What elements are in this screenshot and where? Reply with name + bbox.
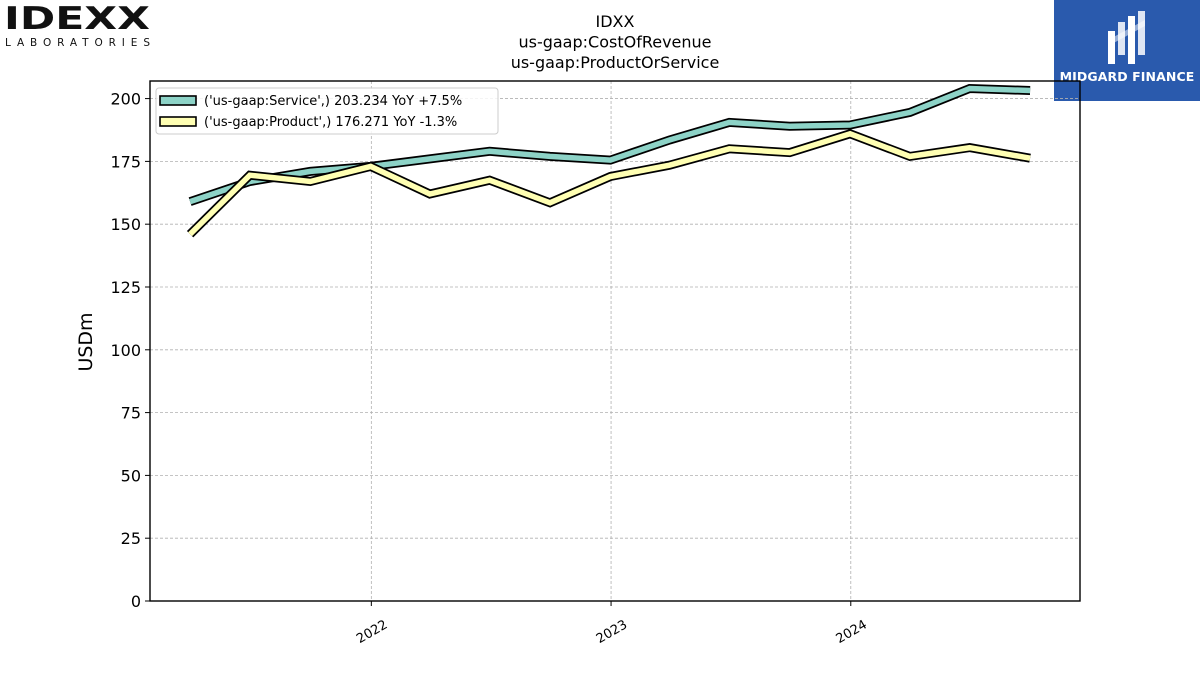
midgard-emblem-icon bbox=[1108, 11, 1145, 64]
legend-swatch bbox=[159, 116, 197, 127]
y-tick-label: 175 bbox=[110, 152, 141, 171]
idexx-logo: IDEXX LABORATORIES bbox=[4, 4, 150, 49]
legend-label: ('us-gaap:Service',) 203.234 YoY +7.5% bbox=[204, 94, 462, 109]
idexx-logo-name: IDEXX bbox=[4, 4, 150, 37]
midgard-finance-logo: MIDGARD FINANCE bbox=[1054, 0, 1200, 101]
y-tick-label: 150 bbox=[110, 215, 141, 234]
y-axis: 0 25 50 75 100 125 150 175 200 bbox=[110, 90, 150, 611]
plot-frame bbox=[149, 80, 1081, 602]
series-line bbox=[188, 130, 1031, 237]
y-tick-label: 25 bbox=[121, 529, 141, 548]
chart-title: IDXX us-gaap:CostOfRevenueus-gaap:Product… bbox=[511, 12, 720, 72]
y-tick-label: 100 bbox=[110, 341, 141, 360]
y-tick-label: 125 bbox=[110, 278, 141, 297]
y-tick-label: 0 bbox=[131, 592, 141, 611]
y-tick-label: 50 bbox=[121, 466, 141, 485]
y-axis-label: USDm bbox=[75, 312, 97, 371]
series-lines bbox=[186, 83, 1031, 238]
series-line bbox=[189, 85, 1031, 205]
series-line-outline bbox=[186, 129, 1031, 238]
x-tick-label: 2023 bbox=[594, 617, 630, 647]
legend-label: ('us-gaap:Product',) 176.271 YoY -1.3% bbox=[204, 115, 457, 130]
x-tick-label: 2024 bbox=[834, 617, 870, 647]
chart-title-line: IDXX bbox=[596, 12, 635, 31]
chart-title-line: us-gaap:CostOfRevenue bbox=[518, 33, 711, 52]
x-tick-label: 2022 bbox=[354, 617, 390, 647]
midgard-logo-text: MIDGARD FINANCE bbox=[1059, 69, 1195, 84]
y-tick-label: 75 bbox=[121, 404, 141, 423]
y-tick-label: 200 bbox=[110, 90, 141, 109]
chart-title-line: us-gaap:ProductOrService bbox=[511, 53, 720, 72]
legend-box bbox=[155, 87, 499, 135]
legend-swatch bbox=[159, 95, 197, 106]
x-axis: 2022 2023 2024 bbox=[354, 601, 870, 647]
legend: ('us-gaap:Service',) 203.234 YoY +7.5% ('… bbox=[155, 87, 499, 135]
